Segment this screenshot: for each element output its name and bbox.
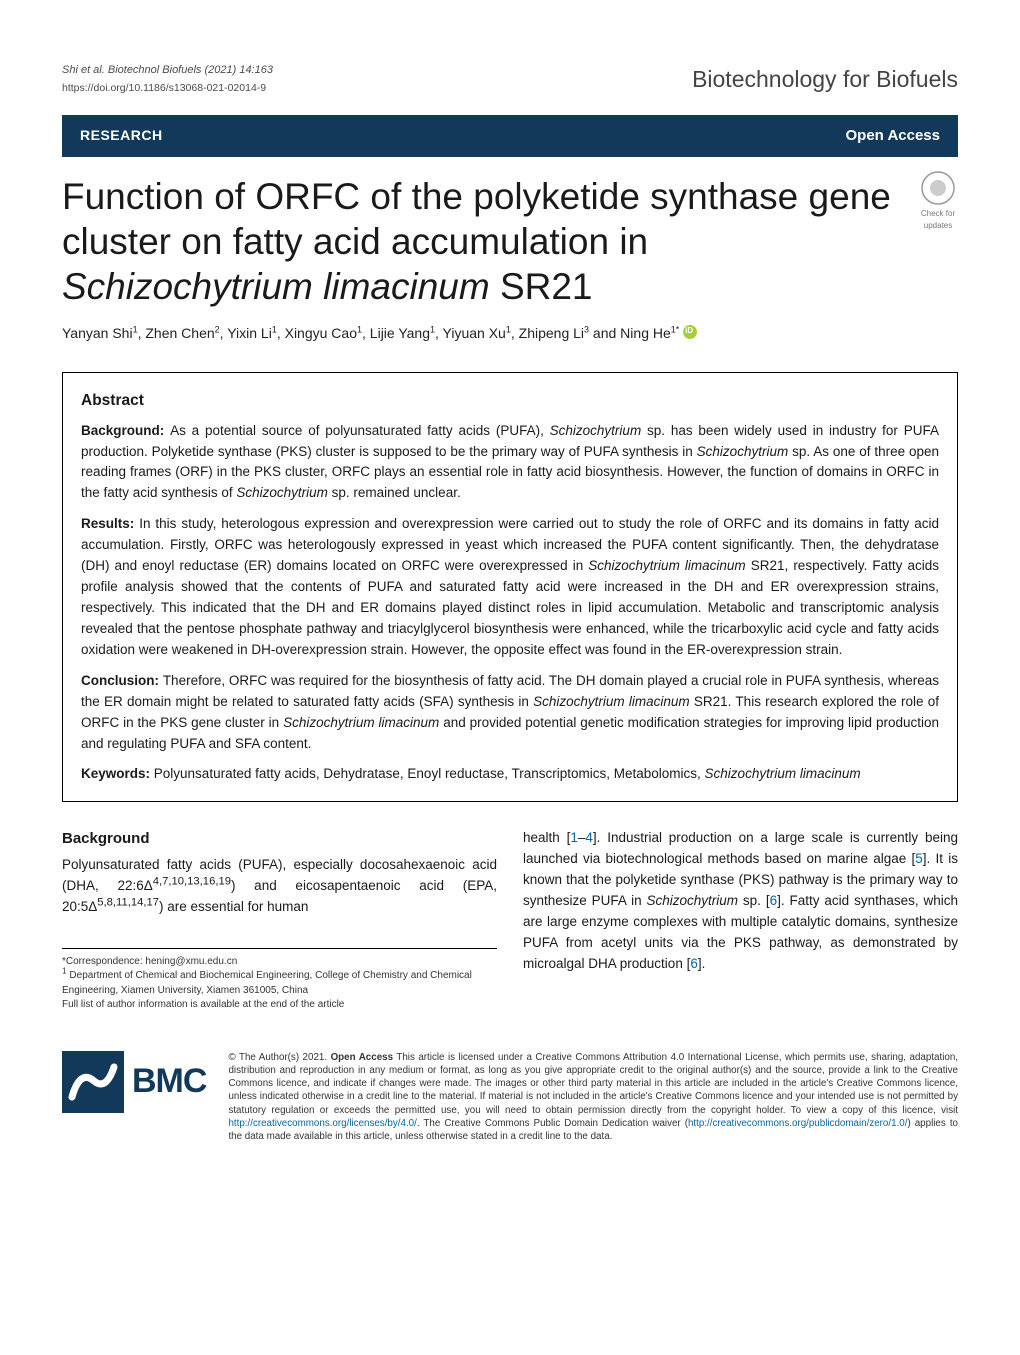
title-block: Check for updates Function of ORFC of th… — [62, 174, 958, 309]
abstract-background: Background: As a potential source of pol… — [81, 421, 939, 505]
article-page: Shi et al. Biotechnol Biofuels (2021) 14… — [0, 0, 1020, 1183]
check-updates-badge[interactable]: Check for updates — [912, 170, 964, 232]
conclusion-text: Therefore, ORFC was required for the bio… — [81, 673, 939, 751]
kw-label: Keywords: — [81, 766, 154, 781]
right-paragraph: health [1–4]. Industrial production on a… — [523, 828, 958, 974]
abstract-results: Results: In this study, heterologous exp… — [81, 514, 939, 660]
corr-affil: 1 Department of Chemical and Biochemical… — [62, 969, 497, 998]
right-column: health [1–4]. Industrial production on a… — [523, 828, 958, 1012]
correspondence-block: *Correspondence: hening@xmu.edu.cn 1 Dep… — [62, 948, 497, 1013]
corr-email: *Correspondence: hening@xmu.edu.cn — [62, 955, 497, 970]
bmc-mark-icon — [62, 1051, 124, 1113]
background-heading: Background — [62, 828, 497, 851]
bg-label: Background: — [81, 423, 170, 438]
corr-fullist: Full list of author information is avail… — [62, 998, 497, 1013]
license-text: © The Author(s) 2021. Open Access This a… — [228, 1051, 958, 1144]
journal-name: Biotechnology for Biofuels — [692, 62, 958, 97]
doi: https://doi.org/10.1186/s13068-021-02014… — [62, 81, 273, 97]
category-banner: RESEARCH Open Access — [62, 115, 958, 158]
abstract-box: Abstract Background: As a potential sour… — [62, 372, 958, 802]
abstract-conclusion: Conclusion: Therefore, ORFC was required… — [81, 671, 939, 755]
article-title: Function of ORFC of the polyketide synth… — [62, 174, 898, 309]
kw-text: Polyunsaturated fatty acids, Dehydratase… — [154, 766, 861, 781]
updates-icon — [920, 170, 956, 206]
header-left: Shi et al. Biotechnol Biofuels (2021) 14… — [62, 62, 273, 96]
abstract-heading: Abstract — [81, 389, 939, 412]
abstract-keywords: Keywords: Polyunsaturated fatty acids, D… — [81, 764, 939, 785]
header-row: Shi et al. Biotechnol Biofuels (2021) 14… — [62, 62, 958, 97]
body-columns: Background Polyunsaturated fatty acids (… — [62, 828, 958, 1012]
article-category: RESEARCH — [80, 125, 163, 146]
results-label: Results: — [81, 516, 139, 531]
citation: Shi et al. Biotechnol Biofuels (2021) 14… — [62, 62, 273, 79]
footer: BMC © The Author(s) 2021. Open Access Th… — [62, 1035, 958, 1144]
open-access-label: Open Access — [846, 125, 941, 148]
badge-text-1: Check for — [912, 208, 964, 220]
badge-text-2: updates — [912, 220, 964, 232]
bg-text: As a potential source of polyunsaturated… — [81, 423, 939, 501]
left-column: Background Polyunsaturated fatty acids (… — [62, 828, 497, 1012]
bmc-text: BMC — [132, 1056, 206, 1107]
left-paragraph: Polyunsaturated fatty acids (PUFA), espe… — [62, 855, 497, 918]
results-text: In this study, heterologous expression a… — [81, 516, 939, 657]
author-list: Yanyan Shi1, Zhen Chen2, Yixin Li1, Xing… — [62, 323, 958, 344]
orcid-icon[interactable] — [683, 325, 697, 339]
bmc-logo: BMC — [62, 1051, 206, 1113]
conclusion-label: Conclusion: — [81, 673, 163, 688]
